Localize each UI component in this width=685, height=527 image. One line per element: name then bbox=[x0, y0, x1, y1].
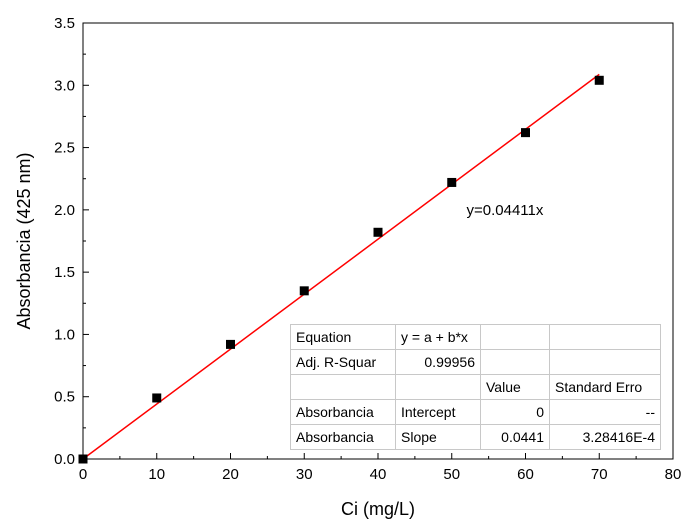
table-row: Absorbancia Intercept 0 -- bbox=[290, 399, 661, 425]
y-tick-label: 3.0 bbox=[54, 77, 75, 94]
table-row: Value Standard Erro bbox=[290, 374, 661, 400]
y-axis-title: Absorbancia (425 nm) bbox=[14, 152, 34, 329]
table-row: Equation y = a + b*x bbox=[290, 324, 661, 350]
x-tick-label: 80 bbox=[665, 466, 682, 483]
table-cell: Intercept bbox=[395, 399, 481, 425]
y-tick-label: 2.5 bbox=[54, 140, 75, 157]
table-cell: Slope bbox=[395, 424, 481, 450]
table-row: Adj. R-Squar 0.99956 bbox=[290, 349, 661, 375]
y-axis: 0.0 0.5 1.0 1.5 2.0 2.5 3.0 3.5 bbox=[54, 15, 89, 468]
table-cell bbox=[290, 374, 396, 400]
table-cell: Absorbancia bbox=[290, 399, 396, 425]
x-axis-title: Ci (mg/L) bbox=[341, 499, 415, 519]
data-point bbox=[78, 454, 88, 464]
table-cell: 0 bbox=[480, 399, 550, 425]
x-tick-label: 60 bbox=[517, 466, 534, 483]
x-tick-label: 50 bbox=[443, 466, 460, 483]
table-cell bbox=[395, 374, 481, 400]
table-cell: Standard Erro bbox=[549, 374, 661, 400]
table-cell: 3.28416E-4 bbox=[549, 424, 661, 450]
data-point bbox=[373, 227, 383, 237]
table-cell: y = a + b*x bbox=[395, 324, 481, 350]
table-cell bbox=[480, 349, 550, 375]
table-cell bbox=[480, 324, 550, 350]
fit-statistics-table: Equation y = a + b*x Adj. R-Squar 0.9995… bbox=[290, 324, 661, 450]
data-point bbox=[152, 393, 162, 403]
table-row: Absorbancia Slope 0.0441 3.28416E-4 bbox=[290, 424, 661, 450]
table-cell: Value bbox=[480, 374, 550, 400]
x-tick-label: 0 bbox=[79, 466, 87, 483]
fit-line bbox=[82, 73, 600, 460]
table-cell: Absorbancia bbox=[290, 424, 396, 450]
table-cell: -- bbox=[549, 399, 661, 425]
table-cell bbox=[549, 349, 661, 375]
table-cell: Equation bbox=[290, 324, 396, 350]
x-tick-label: 10 bbox=[148, 466, 165, 483]
data-point bbox=[299, 286, 309, 296]
x-tick-label: 30 bbox=[296, 466, 313, 483]
x-tick-label: 40 bbox=[370, 466, 387, 483]
y-tick-label: 1.5 bbox=[54, 264, 75, 281]
y-tick-label: 1.0 bbox=[54, 326, 75, 343]
x-tick-label: 20 bbox=[222, 466, 239, 483]
equation-annotation: y=0.04411x bbox=[467, 202, 544, 219]
y-tick-label: 2.0 bbox=[54, 202, 75, 219]
y-tick-label: 0.0 bbox=[54, 451, 75, 468]
table-cell: 0.0441 bbox=[480, 424, 550, 450]
table-cell bbox=[549, 324, 661, 350]
data-points bbox=[78, 75, 604, 464]
data-point bbox=[447, 177, 457, 187]
data-point bbox=[226, 339, 235, 349]
x-axis: 0 10 20 30 40 50 60 70 80 bbox=[79, 453, 682, 483]
y-tick-label: 3.5 bbox=[54, 15, 75, 32]
y-tick-label: 0.5 bbox=[54, 389, 75, 406]
table-cell: Adj. R-Squar bbox=[290, 349, 396, 375]
x-tick-label: 70 bbox=[591, 466, 608, 483]
data-point bbox=[594, 75, 604, 85]
data-point bbox=[521, 128, 530, 138]
table-cell: 0.99956 bbox=[395, 349, 481, 375]
